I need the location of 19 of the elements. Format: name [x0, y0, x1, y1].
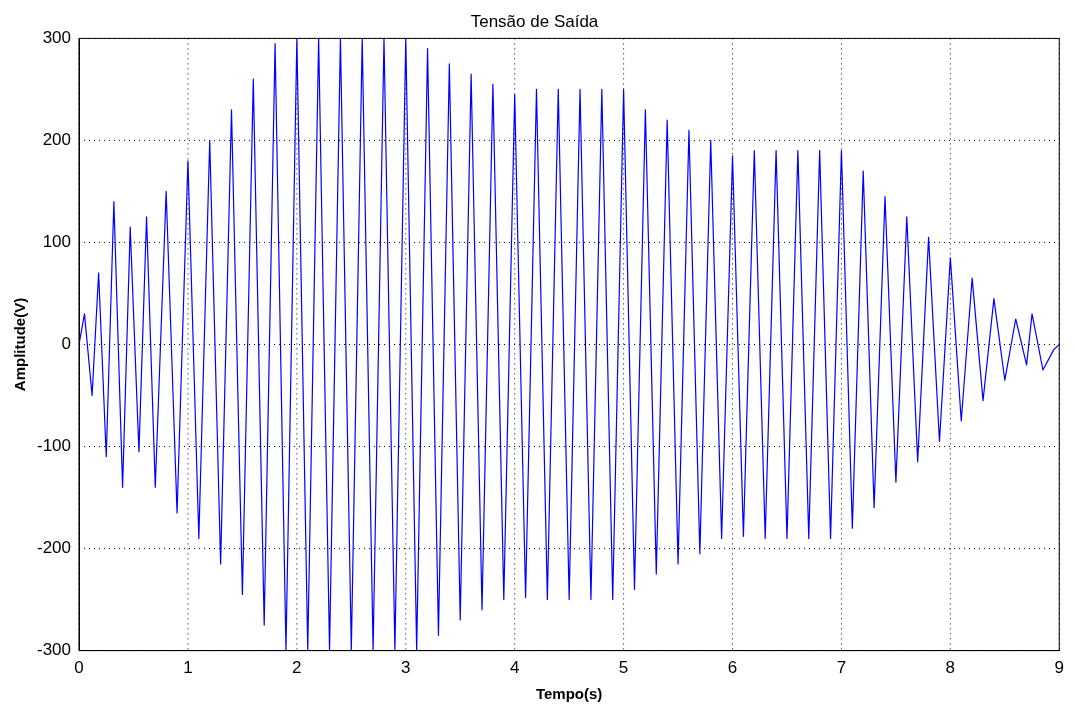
x-tick-label: 9: [1054, 658, 1065, 678]
x-axis-title: Tempo(s): [535, 685, 603, 703]
x-tick-label: 7: [836, 658, 847, 678]
y-tick-label: 300: [42, 28, 72, 48]
y-tick-label: 100: [42, 232, 72, 252]
y-tick-label: -300: [36, 640, 72, 660]
y-tick-label: -100: [36, 436, 72, 456]
x-tick-label: 3: [401, 658, 411, 678]
y-tick-label: -200: [36, 538, 72, 558]
x-tick-label: 4: [509, 658, 520, 678]
y-tick-label: 200: [42, 130, 72, 150]
y-tick-label: 0: [61, 334, 72, 354]
x-tick-label: 2: [292, 658, 302, 678]
x-tick-label: 8: [945, 658, 956, 678]
y-axis-title: Amplitude(V): [11, 297, 29, 392]
x-tick-label: 6: [727, 658, 738, 678]
x-tick-label: 5: [618, 658, 629, 678]
chart-title: Tensão de Saída: [470, 11, 599, 31]
x-tick-label: 1: [183, 658, 193, 678]
